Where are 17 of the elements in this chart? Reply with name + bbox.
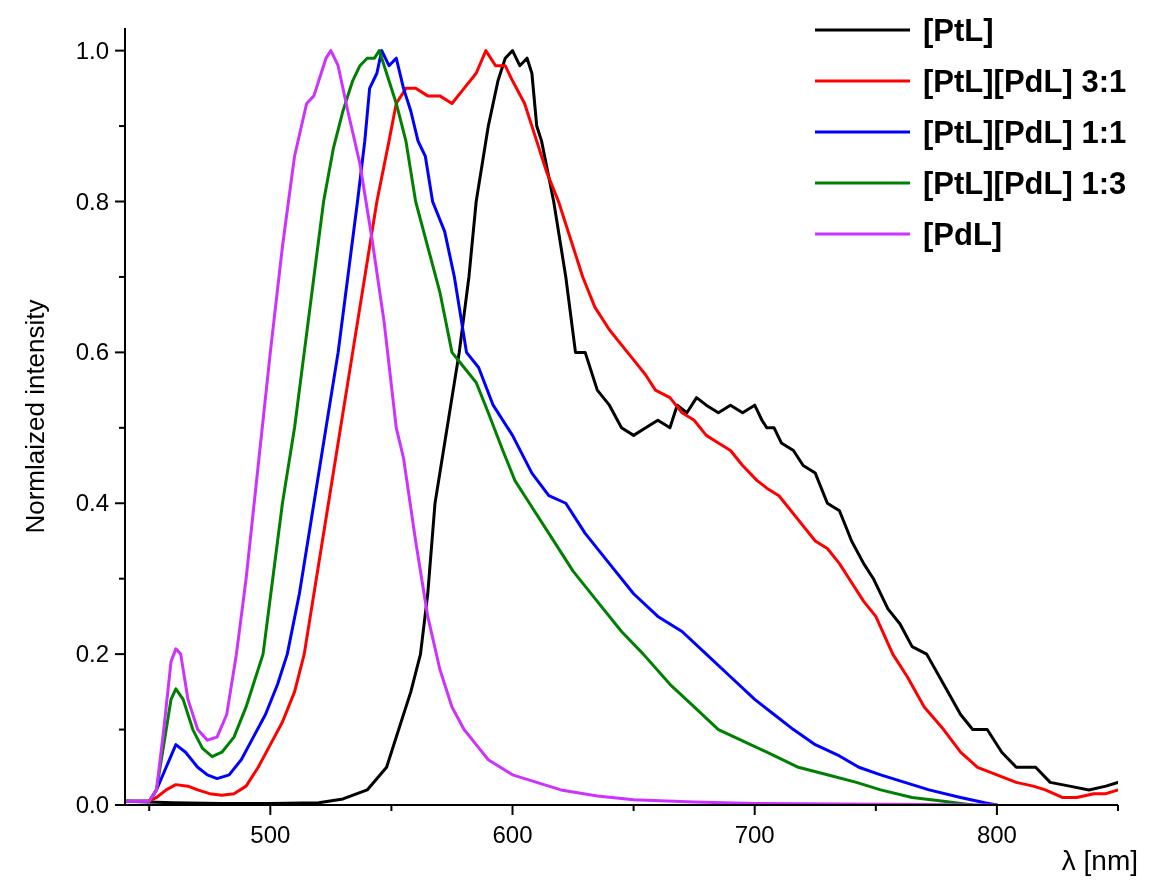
x-tick-label: 700 — [734, 821, 775, 848]
y-tick-label: 0.0 — [75, 791, 109, 818]
y-axis-title: Normlaized intensity — [20, 299, 50, 534]
legend-label: [PdL] — [923, 217, 1003, 252]
legend-label: [PtL][PdL] 1:1 — [923, 115, 1127, 150]
y-tick-label: 0.4 — [75, 489, 109, 517]
x-tick-label: 600 — [492, 821, 533, 848]
y-tick-label: 0.8 — [75, 187, 109, 215]
x-tick-label: 800 — [976, 821, 1017, 848]
x-tick-label: 500 — [250, 821, 291, 848]
x-axis-title: λ [nm] — [1061, 845, 1138, 876]
legend-label: [PtL][PdL] 1:3 — [923, 166, 1127, 201]
legend-label: [PtL] — [923, 13, 994, 48]
y-tick-label: 0.2 — [75, 640, 109, 668]
y-tick-label: 1.0 — [75, 36, 109, 64]
y-tick-label: 0.6 — [75, 338, 109, 366]
legend-label: [PtL][PdL] 3:1 — [923, 64, 1127, 99]
